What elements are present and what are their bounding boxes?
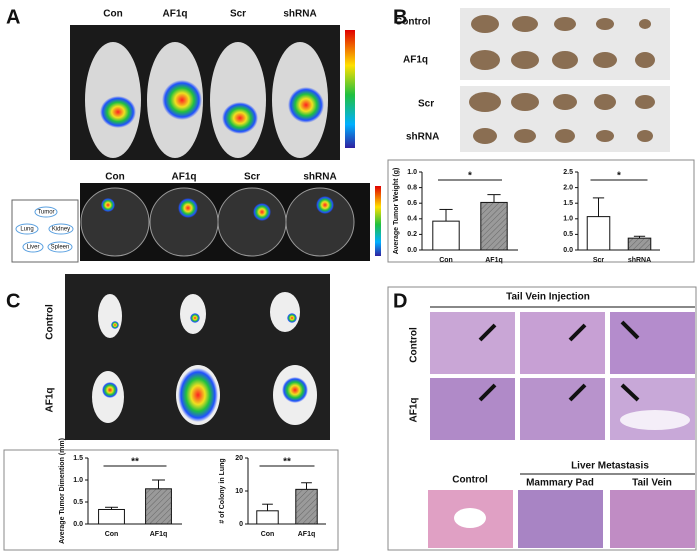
color-scale <box>375 186 381 256</box>
dishes <box>80 187 355 257</box>
y-tick-label: 1.5 <box>73 455 83 462</box>
organ-label: Kidney <box>52 227 70 233</box>
column-label: shRNA <box>303 172 336 183</box>
bar <box>586 216 611 251</box>
y-tick-label: 0.2 <box>407 231 417 238</box>
bar <box>98 508 125 525</box>
column-label: Mammary Pad <box>526 478 594 489</box>
y-tick-label: 10 <box>235 488 243 495</box>
y-axis-label: Average Tumor Dimention (mm) <box>59 438 66 544</box>
organ-label: Spleen <box>51 245 70 251</box>
section-title: Liver Metastasis <box>571 461 649 472</box>
organ-label: Tumor <box>37 210 54 216</box>
significance: ** <box>283 457 291 468</box>
x-tick-label: AF1q <box>298 531 316 538</box>
frame <box>387 159 695 263</box>
bar-hatch <box>295 489 318 524</box>
x-tick-label: Con <box>105 531 119 538</box>
row-label: Control <box>395 17 431 28</box>
y-axis-label: Average Tumor Weight (g) <box>393 168 400 255</box>
significance: * <box>617 171 621 182</box>
organ-legend <box>11 199 79 263</box>
x-tick-label: AF1q <box>150 531 168 538</box>
y-tick-label: 0 <box>239 521 243 528</box>
row-label: Control <box>409 327 420 363</box>
panel-label: D <box>393 290 407 312</box>
row-label: shRNA <box>406 132 439 143</box>
color-scale <box>345 30 355 148</box>
row-label: Scr <box>418 99 434 110</box>
y-tick-label: 0.0 <box>563 247 573 254</box>
organ-signal <box>101 196 334 221</box>
y-tick-label: 0.6 <box>407 200 417 207</box>
column-label: Scr <box>230 9 246 20</box>
lung-signal <box>102 313 308 422</box>
column-label: Con <box>103 9 122 20</box>
panel-label: B <box>393 6 407 28</box>
organ-circles <box>15 206 74 253</box>
x-tick-label: shRNA <box>628 257 651 264</box>
column-label: Tail Vein <box>632 478 672 489</box>
signal <box>100 80 324 134</box>
y-tick-label: 1.0 <box>73 477 83 484</box>
bar <box>256 510 279 525</box>
x-tick-label: Scr <box>593 257 605 264</box>
y-tick-label: 0.5 <box>563 231 573 238</box>
panel-label: A <box>6 6 20 28</box>
y-axis-label: # of Colony in Lung <box>219 458 226 523</box>
y-tick-label: 0.5 <box>73 499 83 506</box>
y-tick-label: 0.4 <box>407 216 417 223</box>
frame <box>387 286 697 551</box>
x-tick-label: Con <box>439 257 453 264</box>
organ-label: Liver <box>26 245 39 251</box>
y-tick-label: 0.0 <box>407 247 417 254</box>
organ-label: Lung <box>20 227 33 233</box>
column-label: AF1q <box>172 172 197 183</box>
panel-label: C <box>6 290 20 312</box>
y-tick-label: 1.0 <box>407 169 417 176</box>
y-tick-label: 1.5 <box>563 200 573 207</box>
y-tick-label: 0.0 <box>73 521 83 528</box>
row-label: Control <box>45 304 56 340</box>
row-label: AF1q <box>409 398 420 423</box>
column-label: Scr <box>244 172 260 183</box>
significance: ** <box>131 457 139 468</box>
y-tick-label: 2.5 <box>563 169 573 176</box>
row-label: AF1q <box>45 388 56 413</box>
bar-hatch <box>628 238 651 250</box>
tumors <box>469 15 655 144</box>
bar-hatch <box>145 488 172 524</box>
bar-hatch <box>480 202 508 250</box>
x-tick-label: Con <box>261 531 275 538</box>
column-label: Control <box>452 475 488 486</box>
frame <box>3 449 339 551</box>
column-label: AF1q <box>163 9 188 20</box>
column-label: shRNA <box>283 9 316 20</box>
y-tick-label: 20 <box>235 455 243 462</box>
row-label: AF1q <box>403 55 428 66</box>
y-tick-label: 1.0 <box>563 216 573 223</box>
y-tick-label: 2.0 <box>563 184 573 191</box>
section-title: Tail Vein Injection <box>506 292 590 303</box>
column-label: Con <box>105 172 124 183</box>
arrows <box>478 320 640 402</box>
histology <box>428 312 695 548</box>
significance: * <box>468 171 472 182</box>
bar <box>432 220 460 251</box>
y-tick-label: 0.8 <box>407 184 417 191</box>
x-tick-label: AF1q <box>485 257 503 264</box>
